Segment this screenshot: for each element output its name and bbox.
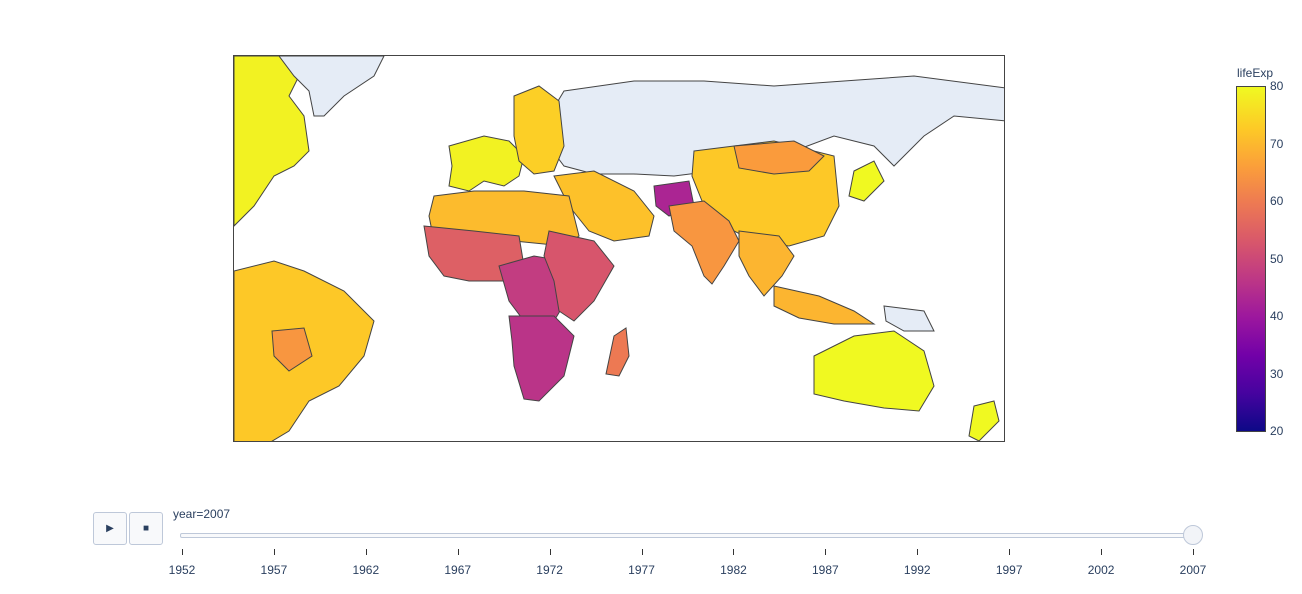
region-japan[interactable] (848, 160, 885, 202)
slider-step-label[interactable]: 1957 (260, 563, 288, 577)
colorbar-tick-label: 80 (1270, 79, 1284, 93)
slider-tick-mark (273, 549, 275, 555)
region-papua-new-guinea[interactable] (883, 305, 935, 332)
region-australia[interactable] (813, 330, 935, 412)
slider-rail[interactable] (180, 533, 1200, 538)
region-east-africa[interactable] (543, 230, 615, 322)
colorbar-title: lifeExp (1237, 66, 1274, 80)
slider-step-label[interactable]: 2002 (1087, 563, 1115, 577)
slider-tick-mark (1101, 549, 1103, 555)
slider-tick-mark (549, 549, 551, 555)
slider-prefix: year= (173, 507, 204, 521)
colorbar-tick-label: 20 (1270, 424, 1284, 438)
slider-step-label[interactable]: 1992 (903, 563, 931, 577)
region-southern-africa[interactable] (508, 315, 575, 402)
slider-step-label[interactable]: 1952 (168, 563, 196, 577)
play-button[interactable]: ▶ (93, 512, 127, 545)
colorbar-tick-label: 30 (1270, 366, 1284, 381)
play-icon: ▶ (106, 523, 114, 534)
colorbar-tick-label: 40 (1270, 309, 1284, 323)
slider-step-label[interactable]: 1972 (536, 563, 563, 577)
slider-tick-mark (1009, 549, 1011, 555)
slider-step-label[interactable]: 1982 (720, 563, 747, 577)
slider-tick-mark (917, 549, 919, 555)
colorbar (1236, 86, 1266, 432)
region-southeast-asia[interactable] (738, 230, 795, 297)
slider-tick-mark (825, 549, 827, 555)
region-india[interactable] (668, 200, 740, 285)
stop-button[interactable]: ■ (129, 512, 163, 545)
slider-step-label[interactable]: 1967 (444, 563, 472, 577)
region-mongolia[interactable] (733, 140, 825, 175)
slider-current-value: year=2007 (173, 507, 230, 521)
region-madagascar[interactable] (605, 327, 630, 377)
region-greenland[interactable] (278, 56, 385, 117)
slider-tick-mark (641, 549, 643, 555)
world-map[interactable] (234, 56, 1005, 442)
slider-tick-mark (182, 549, 183, 555)
slider-step-label[interactable]: 1962 (352, 563, 380, 577)
slider-step-label[interactable]: 1987 (812, 563, 839, 577)
region-middle-east[interactable] (553, 170, 655, 242)
slider-handle[interactable] (1183, 525, 1203, 545)
region-eastern-europe[interactable] (513, 85, 565, 175)
region-bolivia[interactable] (271, 327, 313, 372)
slider-step-label[interactable]: 2007 (1179, 563, 1207, 577)
slider-tick-mark (457, 549, 459, 555)
region-north-america-east[interactable] (234, 56, 310, 227)
slider-step-label[interactable]: 1977 (628, 563, 655, 577)
slider-step-label[interactable]: 1997 (995, 563, 1023, 577)
map-frame[interactable] (233, 55, 1005, 442)
slider-current: 2007 (203, 507, 231, 521)
region-russia[interactable] (548, 75, 1005, 177)
region-western-europe[interactable] (448, 135, 525, 192)
colorbar-tick-label: 50 (1270, 251, 1284, 266)
colorbar-tick-label: 60 (1270, 194, 1284, 208)
slider-tick-mark (365, 549, 367, 555)
region-new-zealand[interactable] (968, 400, 1000, 441)
colorbar-tick-label: 70 (1270, 136, 1284, 151)
region-indonesia[interactable] (773, 285, 876, 325)
slider-tick-mark (733, 549, 735, 555)
stop-icon: ■ (142, 523, 150, 534)
slider-tick-mark (1193, 549, 1194, 555)
